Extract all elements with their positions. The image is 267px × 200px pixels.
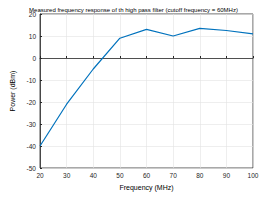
svg-text:30: 30 [63, 172, 71, 179]
svg-text:0: 0 [32, 55, 36, 62]
svg-text:50: 50 [116, 172, 124, 179]
svg-text:80: 80 [196, 172, 204, 179]
svg-text:20: 20 [28, 10, 36, 18]
svg-text:40: 40 [90, 172, 98, 179]
svg-text:-20: -20 [27, 99, 37, 106]
svg-text:90: 90 [223, 172, 231, 179]
svg-text:-30: -30 [27, 121, 37, 128]
svg-text:100: 100 [248, 172, 259, 179]
svg-text:Power (dBm): Power (dBm) [9, 71, 17, 112]
svg-text:-40: -40 [27, 143, 37, 150]
svg-text:Measured frequency response of: Measured frequency response of th high p… [29, 7, 238, 13]
svg-text:-10: -10 [27, 77, 37, 84]
svg-text:-50: -50 [27, 165, 37, 172]
svg-text:Frequency (MHz): Frequency (MHz) [119, 184, 173, 192]
svg-text:10: 10 [29, 33, 37, 40]
svg-text:70: 70 [170, 172, 178, 179]
svg-text:20: 20 [36, 172, 44, 179]
svg-text:60: 60 [143, 172, 151, 179]
